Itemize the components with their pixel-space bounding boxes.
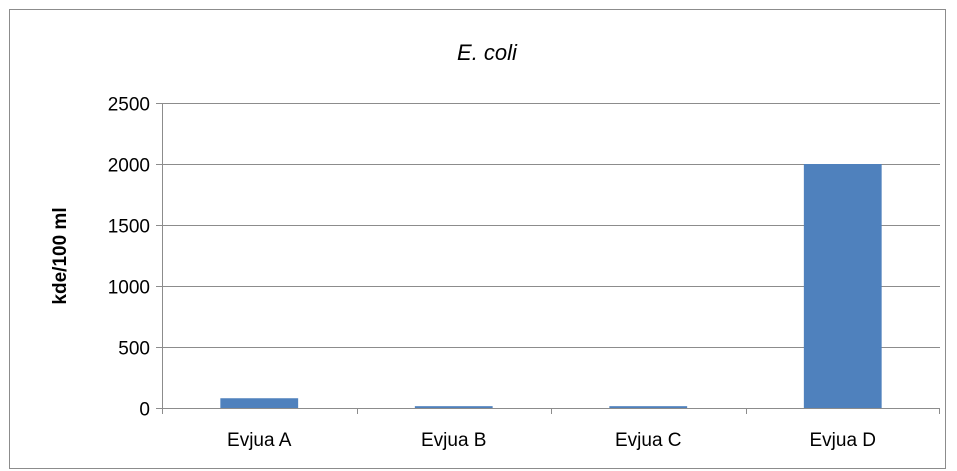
bars <box>220 164 882 408</box>
y-axis-label: kde/100 ml <box>50 207 71 304</box>
x-tick-label-evjua-d: Evjua D <box>809 430 876 451</box>
bar-evjua-c <box>609 406 688 408</box>
chart-title: E. coli <box>457 40 518 65</box>
y-tick-label-1500: 1500 <box>108 217 150 238</box>
bar-evjua-b <box>414 406 493 408</box>
y-tick-label-0: 0 <box>139 400 150 421</box>
y-tick-label-1000: 1000 <box>108 278 150 299</box>
bar-evjua-a <box>220 398 299 408</box>
x-tick-labels: Evjua A Evjua B Evjua C Evjua D <box>227 430 876 451</box>
y-tick-label-2500: 2500 <box>108 95 150 116</box>
y-tick-label-2000: 2000 <box>108 156 150 177</box>
x-tick-label-evjua-a: Evjua A <box>227 430 292 451</box>
y-tick-labels: 0 500 1000 1500 2000 2500 <box>108 95 150 421</box>
axes <box>156 103 940 414</box>
chart-frame <box>9 9 946 469</box>
bar-evjua-d <box>803 164 882 408</box>
x-tick-label-evjua-c: Evjua C <box>615 430 682 451</box>
y-tick-label-500: 500 <box>118 339 150 360</box>
x-tick-label-evjua-b: Evjua B <box>421 430 486 451</box>
